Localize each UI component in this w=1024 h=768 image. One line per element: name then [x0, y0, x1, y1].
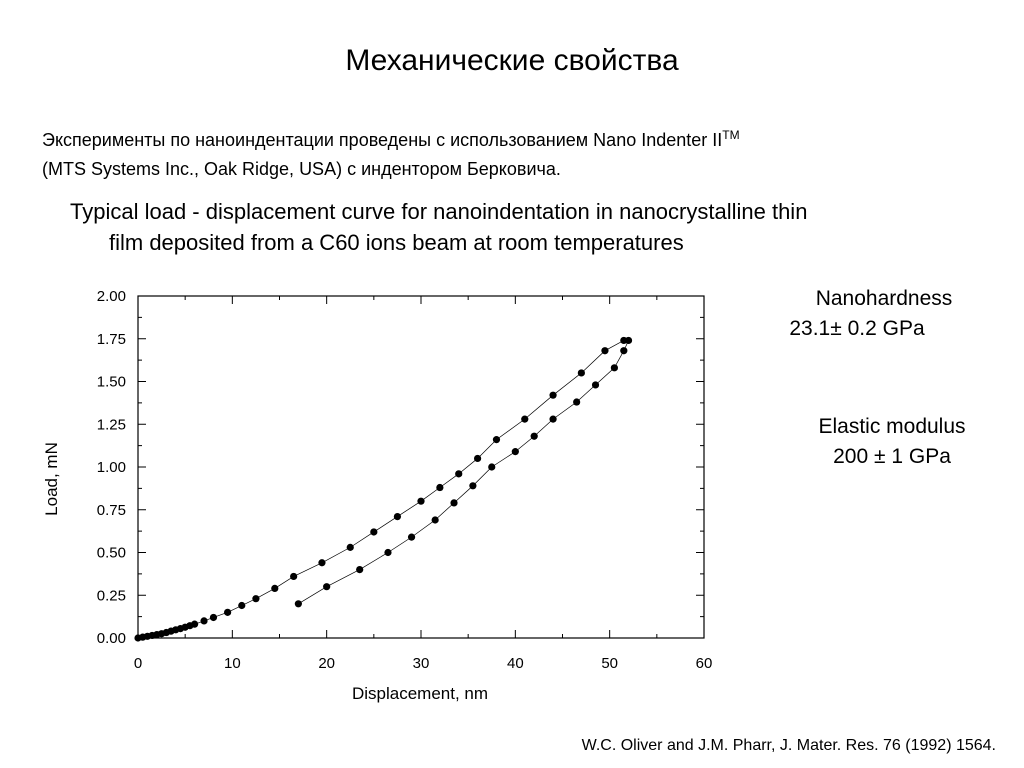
series-2-point — [511, 448, 519, 456]
series-2-point — [620, 347, 628, 355]
x-tick-label: 30 — [413, 655, 430, 672]
nanohardness-note: Nanohardness 23.1± 0.2 GPa — [784, 284, 984, 344]
series-1-point — [191, 620, 199, 628]
caption-line-2: film deposited from a C60 ions beam at r… — [109, 230, 684, 255]
series-1-point — [417, 497, 425, 505]
reference-citation: W.C. Oliver and J.M. Pharr, J. Mater. Re… — [581, 737, 996, 754]
y-tick-label: 0.00 — [97, 630, 126, 647]
caption-line-1: Typical load - displacement curve for na… — [70, 199, 808, 224]
y-tick-label: 1.00 — [97, 459, 126, 476]
intro-line-2: (MTS Systems Inc., Oak Ridge, USA) с инд… — [42, 159, 561, 179]
series-1-point — [290, 572, 298, 581]
x-tick-label: 60 — [696, 655, 713, 672]
elastic-modulus-label: Elastic modulus — [818, 415, 966, 438]
y-tick-label: 0.25 — [97, 587, 126, 604]
series-2-point — [431, 516, 439, 524]
series-1-point — [436, 483, 444, 492]
series-1-point — [238, 601, 246, 610]
nanohardness-value: 23.1± 0.2 GPa — [789, 317, 925, 340]
series-1-point — [577, 369, 585, 377]
series-1-point — [370, 528, 378, 536]
x-tick-label: 50 — [601, 655, 618, 672]
series-2-point — [591, 381, 600, 389]
y-tick-label: 0.50 — [97, 545, 126, 562]
series-2-point — [294, 600, 302, 608]
intro-line-1: Эксперименты по наноиндентации проведены… — [42, 130, 723, 150]
series-1-point — [549, 391, 557, 399]
series-1-line — [137, 340, 624, 639]
series-2-point — [450, 499, 458, 507]
y-tick-label: 1.25 — [97, 416, 126, 433]
plot-frame — [137, 295, 705, 639]
x-tick-label: 0 — [134, 655, 142, 672]
series-2-point — [356, 566, 364, 574]
series-1-point — [474, 454, 482, 463]
series-2-point — [549, 415, 557, 423]
series-1-point — [209, 613, 218, 622]
series-2-point — [323, 583, 331, 591]
x-axis-label: Displacement, nm — [352, 684, 488, 703]
elastic-modulus-note: Elastic modulus 200 ± 1 GPa — [792, 412, 992, 472]
series-1-point — [271, 584, 279, 593]
y-axis-label: Load, mN — [42, 442, 61, 516]
series-1-point — [200, 617, 208, 625]
series-2-point — [624, 336, 633, 345]
x-tick-label: 10 — [224, 655, 241, 672]
series-1-point — [492, 436, 501, 444]
series-2-point — [407, 533, 416, 541]
series-2-point — [573, 398, 581, 406]
elastic-modulus-value: 200 ± 1 GPa — [833, 445, 951, 468]
y-tick-label: 0.75 — [97, 502, 126, 519]
y-tick-label: 1.50 — [97, 374, 126, 391]
y-tick-label: 2.00 — [97, 288, 126, 305]
series-2-point — [384, 548, 392, 557]
series-1-point — [318, 559, 326, 567]
series-2-line — [298, 340, 629, 605]
series-2-point — [610, 364, 618, 372]
series-2-point — [488, 463, 496, 471]
slide-title: Механические свойства — [345, 44, 679, 77]
series-1-point — [393, 512, 402, 521]
series-1-point — [252, 595, 260, 603]
intro-text: Эксперименты по наноиндентации проведены… — [42, 126, 1002, 184]
nanohardness-label: Nanohardness — [815, 287, 953, 310]
series-1-point — [521, 415, 529, 423]
series-2-point — [469, 482, 477, 490]
trademark-superscript: TM — [722, 128, 740, 142]
y-tick-label: 1.75 — [97, 331, 126, 348]
x-tick-label: 20 — [318, 655, 335, 672]
chart-caption: Typical load - displacement curve for na… — [70, 196, 970, 258]
series-1-point — [455, 470, 463, 478]
x-tick-label: 40 — [507, 655, 524, 672]
series-2-point — [530, 432, 538, 440]
series-1-point — [224, 608, 232, 616]
series-1-point — [601, 347, 609, 355]
series-1-point — [346, 543, 354, 551]
